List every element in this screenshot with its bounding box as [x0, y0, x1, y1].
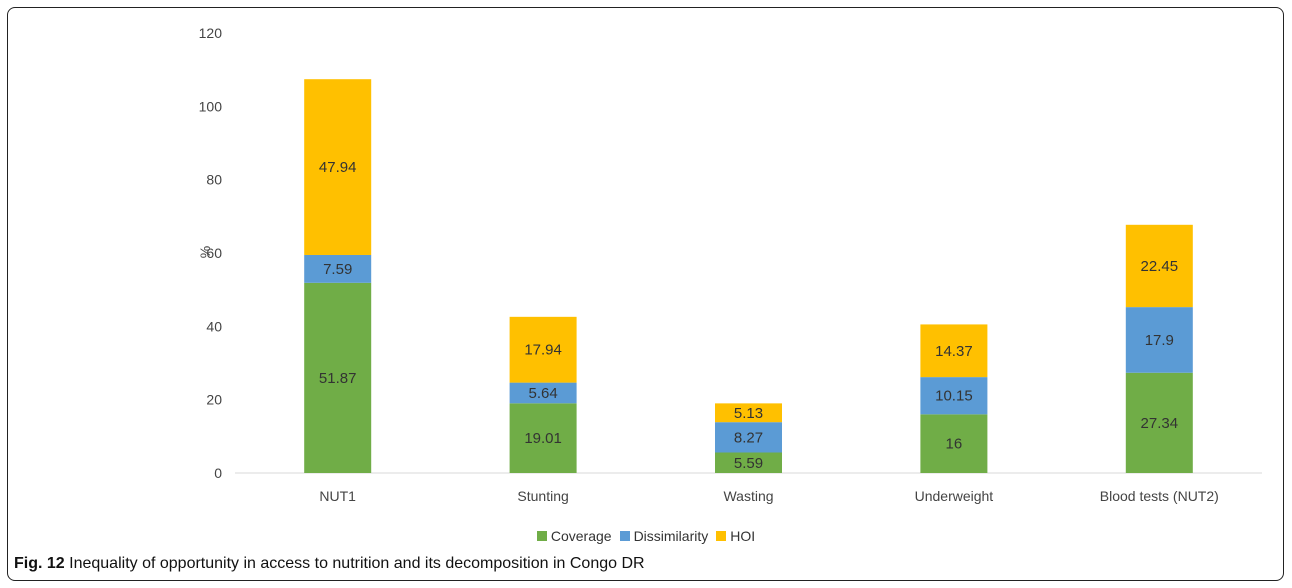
data-label: 22.45: [1141, 258, 1179, 275]
y-tick-label: 20: [206, 392, 222, 408]
bar-dissimilarity-4: [1125, 307, 1193, 373]
y-tick-label: 60: [206, 245, 222, 261]
legend-swatch: [536, 531, 547, 541]
bar-coverage-1: [509, 403, 577, 473]
bar-coverage-3: [920, 414, 988, 473]
data-label: 17.94: [524, 342, 562, 359]
data-label: 8.27: [734, 429, 763, 446]
data-label: 51.87: [319, 370, 357, 387]
stacked-bar-chart: 0 20 40 60 80 100 120 % 51.87 7.59 47.94 19.01 5.6…: [197, 25, 1262, 504]
legend: Coverage Dissimilarity HOI: [0, 528, 1292, 544]
data-label: 5.64: [528, 385, 557, 402]
figure-frame: [7, 7, 1284, 581]
data-label: 5.59: [734, 455, 763, 472]
data-label: 7.59: [323, 261, 352, 278]
bars-group: 51.87 7.59 47.94 19.01 5.64 17.94 5.59 8.27 5.13…: [304, 79, 1193, 473]
bar-hoi-2: [715, 403, 782, 423]
x-axis-categories: NUT1 Stunting Wasting Underweight Blood test…: [319, 488, 1218, 504]
y-tick-label: 0: [214, 465, 222, 481]
data-label: 14.37: [935, 343, 973, 360]
x-category-label: Blood tests (NUT2): [1100, 488, 1219, 504]
x-category-label: NUT1: [319, 488, 356, 504]
data-label: 27.34: [1141, 415, 1179, 432]
bar-dissimilarity-0: [304, 254, 372, 283]
bar-hoi-3: [920, 324, 988, 378]
bar-coverage-4: [1125, 372, 1193, 473]
legend-swatch: [716, 531, 727, 541]
legend-label: Coverage: [550, 528, 612, 544]
y-axis-label: %: [197, 246, 213, 258]
bar-hoi-1: [509, 316, 577, 383]
y-tick-label: 80: [206, 172, 222, 188]
bar-coverage-0: [304, 282, 372, 473]
legend-item-coverage: Coverage: [536, 528, 612, 544]
y-tick-label: 120: [199, 25, 223, 41]
x-category-label: Wasting: [723, 488, 773, 504]
caption-label: Fig. 12: [14, 555, 65, 572]
figure-caption: Fig. 12 Inequality of opportunity in acc…: [14, 555, 645, 573]
bar-hoi-0: [304, 79, 372, 255]
data-label: 19.01: [524, 430, 562, 447]
bar-dissimilarity-2: [715, 422, 782, 453]
bar-dissimilarity-1: [509, 382, 577, 404]
legend-item-hoi: HOI: [716, 528, 755, 544]
legend-swatch: [619, 531, 630, 541]
data-label: 47.94: [319, 159, 357, 176]
data-label: 16: [946, 436, 963, 453]
data-label: 10.15: [935, 388, 973, 405]
y-tick-label: 100: [199, 98, 223, 114]
x-category-label: Underweight: [915, 488, 994, 504]
data-label: 5.13: [734, 405, 763, 422]
y-axis-ticks: 0 20 40 60 80 100 120: [199, 25, 223, 481]
legend-item-dissimilarity: Dissimilarity: [619, 528, 709, 544]
data-label: 17.9: [1145, 332, 1174, 349]
bar-dissimilarity-3: [920, 377, 988, 415]
bar-coverage-2: [715, 452, 782, 473]
bar-hoi-4: [1125, 224, 1193, 308]
legend-label: Dissimilarity: [633, 528, 709, 544]
caption-text: Inequality of opportunity in access to n…: [69, 555, 645, 572]
legend-label: HOI: [730, 528, 756, 544]
y-tick-label: 40: [206, 318, 222, 334]
x-category-label: Stunting: [517, 488, 568, 504]
